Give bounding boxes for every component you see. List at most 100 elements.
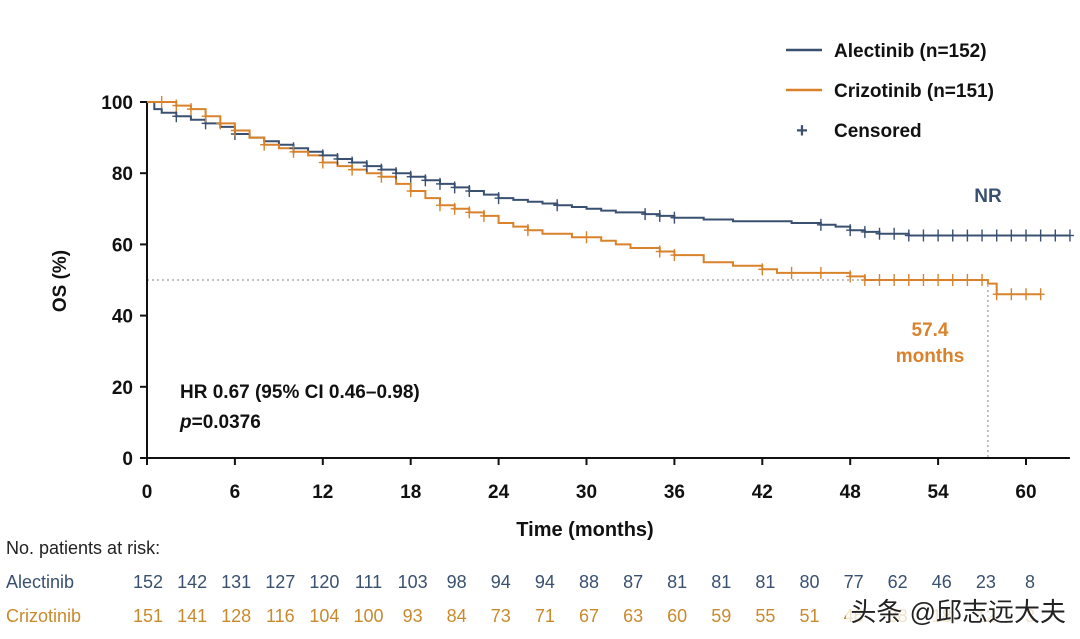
x-tick-label: 60 bbox=[1015, 482, 1036, 503]
risk-count-alectinib: 81 bbox=[755, 572, 776, 592]
risk-table-title: No. patients at risk: bbox=[6, 538, 161, 558]
censor-mark-alectinib bbox=[919, 229, 928, 242]
risk-count-crizotinib: 116 bbox=[265, 606, 295, 626]
x-tick-label: 0 bbox=[142, 482, 153, 503]
risk-count-alectinib: 94 bbox=[534, 572, 555, 592]
x-tick-label: 6 bbox=[230, 482, 241, 503]
censor-mark-crizotinib bbox=[157, 96, 166, 108]
censor-mark-alectinib bbox=[816, 218, 825, 231]
y-tick-label: 60 bbox=[112, 235, 133, 256]
censor-mark-crizotinib bbox=[582, 231, 591, 244]
risk-count-alectinib: 80 bbox=[799, 572, 820, 592]
axes: 0 20 40 60 80 100 0 6 12 18 24 30 36 42 48 54 60 bbox=[101, 93, 1070, 503]
censor-mark-crizotinib bbox=[670, 249, 679, 262]
censor-mark-crizotinib bbox=[992, 288, 1001, 301]
censor-mark-crizotinib bbox=[816, 266, 825, 279]
risk-row-alectinib: Alectinib 152 142 131 127 120 111 103 98 94 94 88 8… bbox=[6, 572, 1076, 596]
censor-mark-alectinib bbox=[1051, 229, 1060, 242]
censor-mark-crizotinib bbox=[523, 224, 532, 237]
risk-count-crizotinib: 60 bbox=[667, 606, 688, 626]
risk-count-alectinib: 103 bbox=[397, 572, 428, 592]
x-tick-label: 30 bbox=[576, 482, 597, 503]
legend-label-alectinib: Alectinib (n=152) bbox=[834, 41, 987, 62]
censor-mark-crizotinib bbox=[1007, 288, 1016, 301]
km-curve-alectinib bbox=[147, 101, 1070, 237]
censor-mark-crizotinib bbox=[479, 209, 488, 222]
censor-mark-alectinib bbox=[670, 211, 679, 224]
censor-mark-crizotinib bbox=[465, 206, 474, 219]
censor-mark-alectinib bbox=[1022, 229, 1030, 242]
risk-count-crizotinib: 151 bbox=[132, 606, 164, 626]
censor-mark-crizotinib bbox=[655, 245, 664, 258]
legend-label-censored: Censored bbox=[834, 121, 922, 142]
censor-mark-alectinib bbox=[450, 181, 459, 194]
risk-count-alectinib: 46 bbox=[931, 572, 952, 592]
censor-mark-alectinib bbox=[846, 224, 855, 237]
censor-mark-crizotinib bbox=[318, 156, 327, 169]
risk-row-crizotinib: Crizotinib 151 141 128 116 104 100 93 84 73 71 67 6… bbox=[6, 606, 1076, 630]
p-value-annotation: p=0.0376 bbox=[179, 412, 261, 433]
risk-count-crizotinib: 93 bbox=[402, 606, 423, 626]
risk-count-crizotinib: 63 bbox=[623, 606, 644, 626]
censor-mark-alectinib bbox=[1007, 229, 1016, 242]
y-tick-label: 40 bbox=[112, 307, 133, 328]
y-tick-label: 80 bbox=[112, 164, 133, 185]
censor-mark-crizotinib bbox=[377, 170, 386, 183]
legend: Alectinib (n=152) Crizotinib (n=151) + Cens… bbox=[786, 41, 994, 142]
censor-mark-crizotinib bbox=[186, 103, 195, 116]
risk-count-crizotinib: 84 bbox=[446, 606, 467, 626]
censor-mark-alectinib bbox=[406, 170, 415, 183]
censor-mark-crizotinib bbox=[201, 110, 210, 123]
risk-label-crizotinib: Crizotinib bbox=[6, 606, 82, 626]
censor-mark-alectinib bbox=[465, 185, 474, 197]
censor-mark-alectinib bbox=[494, 192, 503, 205]
risk-count-alectinib: 111 bbox=[354, 572, 383, 592]
x-tick-label: 42 bbox=[752, 482, 773, 503]
y-tick-label: 0 bbox=[122, 449, 133, 470]
risk-count-crizotinib: 55 bbox=[755, 606, 776, 626]
risk-count-crizotinib: 73 bbox=[490, 606, 511, 626]
censor-mark-crizotinib bbox=[450, 202, 459, 215]
censor-mark-crizotinib bbox=[1022, 288, 1030, 301]
censor-mark-crizotinib bbox=[1036, 288, 1045, 301]
censor-mark-alectinib bbox=[875, 227, 884, 240]
risk-count-alectinib: 152 bbox=[132, 572, 164, 592]
censor-marks bbox=[157, 96, 1074, 301]
censor-mark-alectinib bbox=[436, 177, 444, 190]
censor-mark-alectinib bbox=[860, 225, 869, 238]
hr-annotation: HR 0.67 (95% CI 0.46–0.98) bbox=[180, 382, 420, 403]
y-tick-label: 100 bbox=[101, 93, 133, 114]
x-tick-label: 12 bbox=[312, 482, 333, 503]
risk-count-alectinib: 81 bbox=[711, 572, 732, 592]
risk-count-crizotinib: 51 bbox=[799, 606, 820, 626]
risk-count-alectinib: 142 bbox=[177, 572, 208, 592]
censor-mark-crizotinib bbox=[436, 199, 444, 212]
censor-mark-alectinib bbox=[963, 229, 972, 242]
x-tick-label: 48 bbox=[840, 482, 861, 503]
risk-label-alectinib: Alectinib bbox=[6, 572, 75, 592]
y-axis-label: OS (%) bbox=[50, 250, 71, 312]
censor-mark-alectinib bbox=[333, 152, 342, 165]
risk-count-crizotinib: 104 bbox=[309, 606, 340, 626]
x-tick-label: 18 bbox=[400, 482, 421, 503]
censor-mark-crizotinib bbox=[890, 274, 899, 286]
censor-mark-alectinib bbox=[392, 167, 401, 180]
median-value-label: 57.4 bbox=[912, 320, 949, 341]
censor-mark-alectinib bbox=[641, 208, 650, 221]
censor-mark-alectinib bbox=[904, 229, 913, 242]
watermark: 头条 @邱志远大夫 bbox=[846, 592, 1070, 629]
censor-mark-crizotinib bbox=[216, 117, 225, 130]
risk-count-alectinib: 77 bbox=[843, 572, 864, 592]
risk-count-alectinib: 98 bbox=[446, 572, 467, 592]
risk-count-alectinib: 87 bbox=[623, 572, 644, 592]
risk-count-alectinib: 120 bbox=[309, 572, 340, 592]
censor-mark-crizotinib bbox=[348, 163, 357, 176]
censor-mark-alectinib bbox=[421, 174, 430, 187]
censor-mark-crizotinib bbox=[172, 99, 181, 112]
censor-mark-alectinib bbox=[1036, 229, 1045, 242]
censor-mark-alectinib bbox=[934, 229, 943, 242]
censor-mark-alectinib bbox=[553, 199, 562, 212]
censor-mark-crizotinib bbox=[260, 138, 269, 151]
censor-mark-alectinib bbox=[978, 229, 987, 242]
